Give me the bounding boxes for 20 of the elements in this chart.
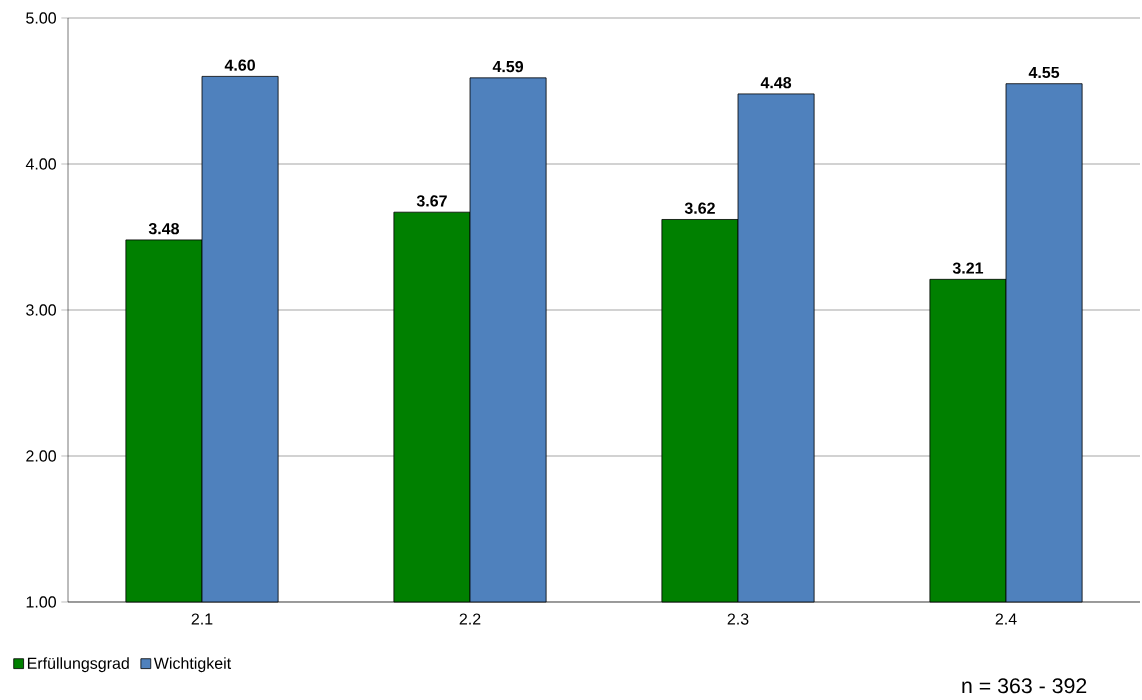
x-tick-label: 2.4: [995, 613, 1017, 625]
data-label: 3.67: [416, 195, 447, 207]
legend-label: Wichtigkeit: [153, 657, 232, 673]
data-label: 4.55: [1028, 66, 1060, 79]
data-label: 3.62: [684, 202, 715, 214]
legend-label: Erfüllungsgrad: [27, 657, 129, 673]
data-label: 4.48: [760, 77, 792, 89]
data-label: 3.21: [952, 262, 984, 274]
y-tick-label: 5.00: [26, 12, 56, 24]
x-tick-label: 2.3: [727, 613, 749, 625]
text: n = 363 - 392: [962, 678, 1087, 694]
y-tick-label: 3.00: [26, 304, 56, 316]
y-tick-label: 4.00: [25, 158, 56, 170]
y-tick-label: 1.00: [26, 596, 56, 608]
data-label: 4.59: [492, 60, 524, 73]
x-tick-label: 2.1: [191, 613, 213, 625]
data-label: 3.48: [148, 222, 180, 235]
data-label: 4.60: [224, 59, 255, 71]
x-tick-label: 2.2: [459, 613, 481, 625]
y-tick-label: 2.00: [26, 450, 56, 462]
